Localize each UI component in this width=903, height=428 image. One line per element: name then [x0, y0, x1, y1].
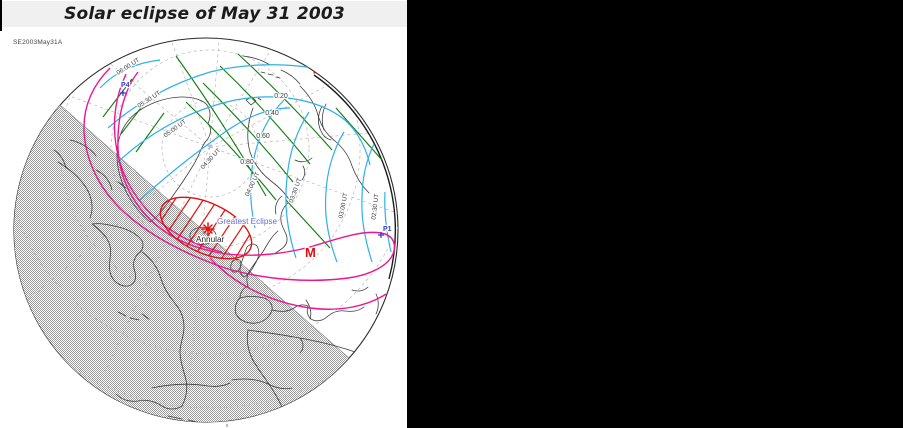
page-title: Solar eclipse of May 31 2003	[64, 4, 345, 24]
map-panel: Solar eclipse of May 31 2003 SE2003May31…	[0, 0, 407, 428]
eclipse-globe-map: 06:00 UT 05:30 UT 05:00 UT 04:30 UT 04:0…	[13, 37, 399, 427]
obscuration-label: 0.80	[240, 159, 254, 166]
annular-label: Annular	[196, 235, 224, 244]
left-border	[0, 0, 2, 31]
map-id-label: SE2003May31A	[13, 39, 63, 46]
zenith-star	[312, 63, 324, 75]
obscuration-label: 0.60	[256, 133, 270, 140]
coastlines	[53, 55, 379, 422]
night-shading	[14, 105, 349, 422]
m-label: M	[305, 245, 316, 260]
p4-label: P4	[121, 82, 130, 89]
title-bar: Solar eclipse of May 31 2003	[2, 1, 407, 27]
obscuration-lines	[102, 53, 383, 249]
graticule	[14, 38, 398, 409]
p1-marker	[378, 232, 384, 238]
greatest-eclipse-label: Greatest Eclipse	[217, 217, 278, 226]
obscuration-label: 0.40	[265, 110, 279, 117]
p1-label: P1	[383, 226, 392, 233]
greatest-eclipse-star	[201, 222, 215, 236]
obscuration-label: 0.20	[274, 93, 288, 100]
annularity-path	[152, 187, 258, 269]
penumbra-limits	[83, 67, 396, 310]
zenith-tick	[324, 57, 327, 63]
map-labels: 06:00 UT 05:30 UT 05:00 UT 04:30 UT 04:0…	[114, 55, 393, 261]
p4-marker	[120, 90, 126, 96]
